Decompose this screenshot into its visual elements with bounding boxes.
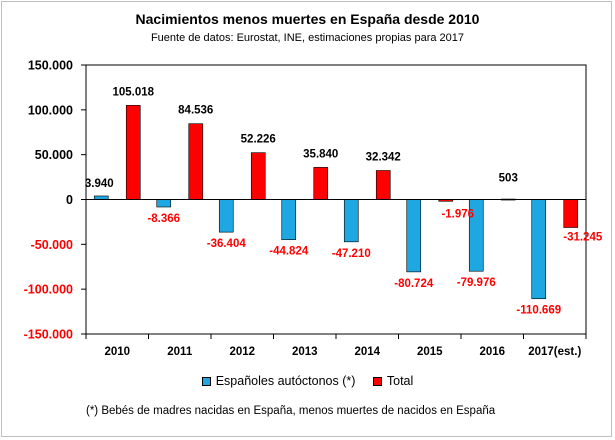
- data-label-total: 84.536: [178, 105, 213, 117]
- data-label-total: -1.976: [441, 209, 474, 221]
- data-label-autoctonos: 3.940: [85, 178, 114, 190]
- chart-footnote: (*) Bebés de madres nacidas en España, m…: [86, 405, 496, 417]
- bar-total: [125, 105, 141, 200]
- data-label-autoctonos: -110.669: [516, 305, 561, 317]
- y-tick-label: 100.000: [28, 103, 73, 117]
- legend-swatch-total: [372, 376, 382, 386]
- bar-autoctonos: [281, 199, 297, 240]
- bar-total: [250, 152, 266, 200]
- chart-subtitle: Fuente de datos: Eurostat, INE, estimaci…: [150, 32, 465, 44]
- data-label-autoctonos: -79.976: [457, 277, 496, 289]
- data-label-total: 105.018: [112, 86, 154, 98]
- x-tick-label: 2012: [229, 346, 255, 358]
- legend-label-total: Total: [386, 374, 414, 388]
- bar-autoctonos: [343, 199, 359, 243]
- y-tick-label: -150.000: [24, 328, 73, 342]
- data-label-autoctonos: -47.210: [332, 248, 371, 260]
- bar-total: [188, 123, 204, 200]
- bar-total: [375, 170, 391, 200]
- x-tick-label: 2017(est.): [528, 346, 581, 358]
- legend-swatch-autoctonos: [201, 376, 211, 386]
- legend-item-total: Total: [372, 374, 414, 388]
- x-tick-label: 2016: [479, 346, 505, 358]
- data-label-total: -31.245: [563, 232, 603, 244]
- y-tick-label: 150.000: [28, 59, 73, 73]
- bar-autoctonos: [93, 195, 109, 200]
- chart-title: Nacimientos menos muertes en España desd…: [135, 11, 480, 27]
- chart-legend: Españoles autóctonos (*) Total: [0, 374, 615, 389]
- bar-total: [313, 167, 329, 200]
- data-label-autoctonos: -8.366: [147, 213, 180, 225]
- data-label-total: 503: [499, 173, 518, 185]
- bar-autoctonos: [156, 199, 172, 208]
- legend-label-autoctonos: Españoles autóctonos (*): [215, 374, 356, 388]
- data-label-total: 35.840: [303, 148, 338, 160]
- y-tick-label: -100.000: [24, 283, 73, 297]
- x-tick-label: 2010: [104, 346, 130, 358]
- bar-autoctonos: [218, 199, 234, 233]
- x-tick-label: 2011: [167, 346, 193, 358]
- bar-autoctonos: [406, 199, 422, 273]
- data-label-autoctonos: -80.724: [394, 278, 434, 290]
- x-tick-label: 2015: [417, 346, 443, 358]
- data-label-autoctonos: -36.404: [207, 238, 247, 250]
- y-tick-label: 50.000: [35, 148, 73, 162]
- legend-item-autoctonos: Españoles autóctonos (*): [201, 374, 356, 388]
- x-tick-label: 2014: [354, 346, 380, 358]
- bar-total: [563, 199, 579, 228]
- bar-autoctonos: [531, 199, 547, 300]
- x-tick-label: 2013: [292, 346, 318, 358]
- data-label-autoctonos: -44.824: [269, 246, 309, 258]
- data-label-total: 32.342: [366, 152, 401, 164]
- y-tick-label: -50.000: [31, 238, 73, 252]
- data-label-total: 52.226: [241, 134, 276, 146]
- y-tick-label: 0: [66, 193, 73, 207]
